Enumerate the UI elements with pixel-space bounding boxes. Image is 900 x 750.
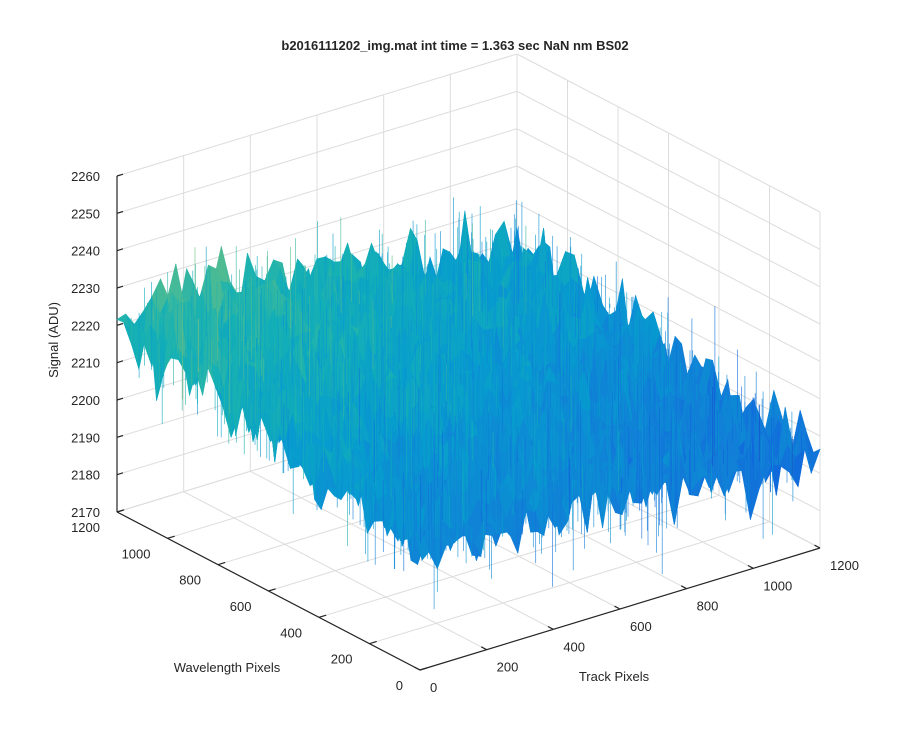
z-tick-label: 2220 <box>71 318 100 333</box>
x-tick-mark <box>747 564 754 569</box>
x-tick-label: 600 <box>630 619 652 634</box>
grid-line <box>116 53 518 177</box>
x-tick-label: 1200 <box>830 558 859 573</box>
z-tick-label: 2230 <box>71 281 100 296</box>
y-tick-mark <box>167 535 175 539</box>
x-tick-label: 1000 <box>763 578 792 593</box>
y-tick-mark <box>318 614 327 618</box>
y-tick-mark <box>419 667 428 671</box>
z-tick-label: 2180 <box>71 468 100 483</box>
z-tick-mark <box>116 434 124 438</box>
y-axis-label: Wavelength Pixels <box>174 660 281 675</box>
x-tick-label: 400 <box>563 639 585 654</box>
z-tick-mark <box>116 173 124 177</box>
z-tick-mark <box>116 210 124 214</box>
y-tick-label: 600 <box>230 599 252 614</box>
y-tick-label: 200 <box>331 652 353 667</box>
grid-line <box>516 90 821 250</box>
y-tick-label: 1000 <box>122 546 151 561</box>
z-tick-label: 2190 <box>71 430 100 445</box>
z-tick-mark <box>116 285 124 289</box>
z-axis-label: Signal (ADU) <box>46 302 61 378</box>
grid-line <box>318 494 720 618</box>
z-tick-mark <box>116 322 124 326</box>
y-tick-label: 400 <box>280 625 302 640</box>
z-tick-mark <box>116 248 124 252</box>
z-tick-label: 2250 <box>71 206 100 221</box>
tick-labels: 0 200 400 600 800 1000 1200 0 200 400 600 800 1000 12… <box>71 169 859 695</box>
y-tick-mark <box>268 588 276 592</box>
z-tick-mark <box>116 397 124 401</box>
x-tick-label: 0 <box>430 680 437 695</box>
z-tick-label: 2240 <box>71 244 100 259</box>
z-tick-mark <box>116 509 124 513</box>
z-tick-label: 2260 <box>71 169 100 184</box>
grid-line <box>116 90 518 214</box>
grid-line <box>369 521 770 645</box>
grid-line <box>516 202 821 362</box>
y-tick-label: 0 <box>396 678 403 693</box>
grid-line <box>516 165 821 325</box>
grid-line <box>116 165 518 289</box>
z-tick-mark <box>116 472 124 476</box>
grid-line <box>516 53 821 213</box>
x-tick-mark <box>414 666 421 671</box>
grid-line <box>516 128 821 288</box>
x-tick-label: 200 <box>497 660 519 675</box>
chart-title: b2016111202_img.mat int time = 1.363 sec… <box>281 38 628 53</box>
surface-mesh <box>116 197 821 610</box>
axes <box>116 173 821 671</box>
y-tick-mark <box>369 640 377 645</box>
z-tick-label: 2210 <box>71 356 100 371</box>
z-tick-mark <box>116 360 124 364</box>
x-tick-mark <box>547 625 554 630</box>
y-tick-label: 800 <box>179 573 201 588</box>
x-tick-mark <box>480 646 487 651</box>
x-tick-label: 800 <box>697 599 719 614</box>
z-tick-label: 2170 <box>71 505 100 520</box>
grid-line <box>116 128 518 252</box>
y-tick-mark <box>217 561 226 566</box>
z-tick-label: 2200 <box>71 393 100 408</box>
x-axis-label: Track Pixels <box>579 669 650 684</box>
x-tick-mark <box>814 544 821 549</box>
x-tick-mark <box>614 605 621 610</box>
x-tick-mark <box>680 585 687 590</box>
y-tick-label: 1200 <box>71 520 100 535</box>
